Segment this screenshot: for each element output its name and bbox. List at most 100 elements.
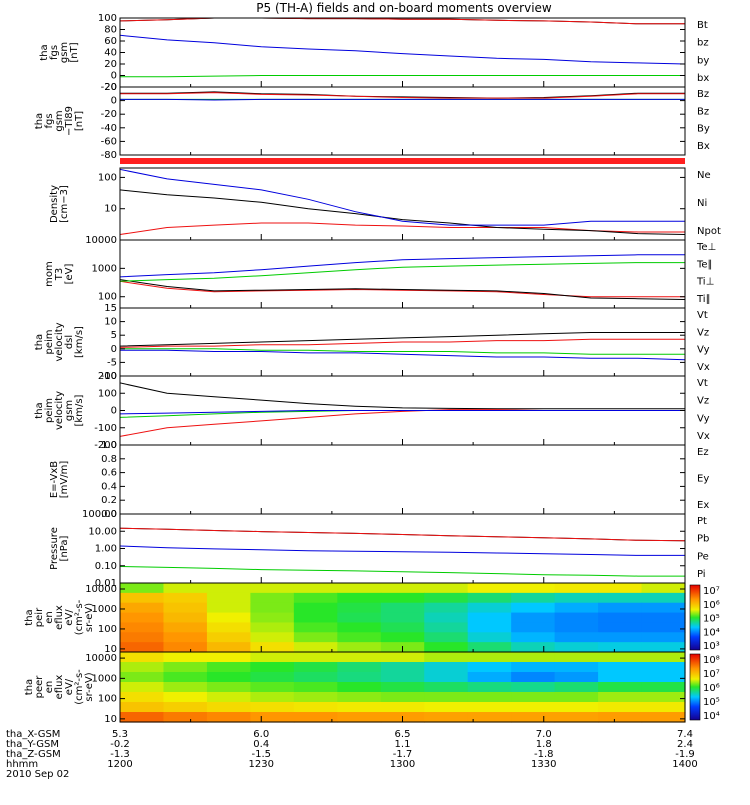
y-axis-label: (cm²-s- <box>74 669 85 705</box>
heatmap-cell <box>293 682 338 693</box>
heatmap-cell <box>511 682 556 693</box>
y-tick-label: -60 <box>101 136 117 147</box>
y-tick-label: -10 <box>101 371 117 382</box>
series-line-red <box>120 409 685 437</box>
heatmap-cell <box>120 592 165 604</box>
colorbar <box>689 653 701 721</box>
heatmap-cell <box>424 662 469 673</box>
heatmap-cell <box>511 642 556 653</box>
heatmap-cell <box>120 662 165 673</box>
heatmap-cell <box>337 662 382 673</box>
legend-Ex: Ex <box>697 500 709 511</box>
legend-Ni: Ni <box>697 198 707 209</box>
y-tick-label: 1.0 <box>101 440 117 451</box>
heatmap-cell <box>641 592 686 604</box>
series-line-blue <box>120 168 685 226</box>
heatmap-cell <box>554 592 599 604</box>
heatmap-cell <box>120 602 165 614</box>
y-tick-label: 1000 <box>92 604 117 615</box>
heatmap-cell <box>641 712 686 723</box>
heatmap-cell <box>250 692 295 703</box>
heatmap-cell <box>598 662 643 673</box>
heatmap-cell <box>467 702 512 713</box>
y-tick-label: -40 <box>101 123 117 134</box>
y-axis-label: eflux <box>54 605 65 630</box>
heatmap-cell <box>641 622 686 633</box>
legend-Vt: Vt <box>697 310 708 321</box>
heatmap-cell <box>206 642 251 653</box>
heatmap-cell <box>293 662 338 673</box>
heatmap-cell <box>467 612 512 624</box>
series-line-blue <box>120 34 685 65</box>
heatmap-cell <box>467 642 512 653</box>
heatmap-cell <box>467 682 512 693</box>
legend-Pi: Pi <box>697 569 706 580</box>
heatmap-cell <box>424 712 469 723</box>
heatmap-cell <box>467 622 512 633</box>
heatmap-cell <box>380 612 425 624</box>
heatmap-cell <box>337 612 382 624</box>
y-axis-label: en <box>44 681 55 694</box>
panel-9 <box>119 582 701 653</box>
heatmap-cell <box>424 692 469 703</box>
y-tick-label: 100 <box>98 13 117 24</box>
y-tick-label: 200 <box>98 371 117 382</box>
heatmap-cell <box>424 702 469 713</box>
heatmap-cell <box>598 682 643 693</box>
y-tick-label: 0.0 <box>101 509 117 520</box>
y-tick-label: 100 <box>98 624 117 635</box>
heatmap-cell <box>641 672 686 683</box>
legend-Ti∥: Ti∥ <box>696 294 711 305</box>
y-axis-label: eV/ <box>64 678 75 695</box>
legend-Bz: Bz <box>697 106 709 117</box>
panel-3 <box>119 167 686 241</box>
heatmap-cell <box>467 592 512 604</box>
y-tick-label: 0 <box>111 344 117 355</box>
heatmap-cell <box>554 612 599 624</box>
heatmap-cell <box>467 662 512 673</box>
status-bar <box>120 158 685 164</box>
y-axis-label: eflux <box>54 675 65 700</box>
heatmap-cell <box>206 583 251 594</box>
time-axis-row-name: tha_Z-GSM <box>6 749 61 760</box>
series-line-red <box>120 338 685 348</box>
heatmap-cell <box>424 592 469 604</box>
y-axis-label: fgs <box>49 45 60 60</box>
series-line-blue <box>120 254 685 278</box>
heatmap-cell <box>380 622 425 633</box>
heatmap-cell <box>163 692 208 703</box>
heatmap-cell <box>163 602 208 614</box>
heatmap-cell <box>206 682 251 693</box>
y-axis-label: tha <box>34 113 45 129</box>
heatmap-cell <box>120 672 165 683</box>
y-tick-label: 0.2 <box>101 495 117 506</box>
y-tick-label: 20 <box>104 82 117 93</box>
y-axis-label: [cm−3] <box>59 185 70 223</box>
heatmap-cell <box>293 652 338 663</box>
y-axis-label: Density <box>49 185 60 223</box>
legend-Bt: Bt <box>697 20 708 31</box>
heatmap-cell <box>641 612 686 624</box>
heatmap-cell <box>641 662 686 673</box>
heatmap-cell <box>554 662 599 673</box>
heatmap-cell <box>293 612 338 624</box>
time-axis-value: 1.8 <box>536 739 552 750</box>
y-tick-label: 10000 <box>85 235 117 246</box>
y-axis-label: −Tl89 <box>64 106 75 136</box>
heatmap-cell <box>337 682 382 693</box>
series-line-green <box>120 348 685 355</box>
heatmap-cell <box>337 592 382 604</box>
time-axis-value: 5.3 <box>112 729 128 740</box>
time-axis-row-name: tha_Y-GSM <box>6 739 59 750</box>
legend-Te⊥: Te⊥ <box>696 242 716 253</box>
heatmap-cell <box>380 583 425 594</box>
time-axis-row-name: hhmm <box>6 759 38 770</box>
y-axis-label: velocity <box>54 322 65 361</box>
heatmap-cell <box>511 583 556 594</box>
heatmap-cell <box>598 692 643 703</box>
heatmap-cell <box>163 642 208 653</box>
heatmap-cell <box>467 583 512 594</box>
y-tick-label: 100 <box>98 172 117 183</box>
heatmap-cell <box>206 672 251 683</box>
heatmap-cell <box>511 622 556 633</box>
